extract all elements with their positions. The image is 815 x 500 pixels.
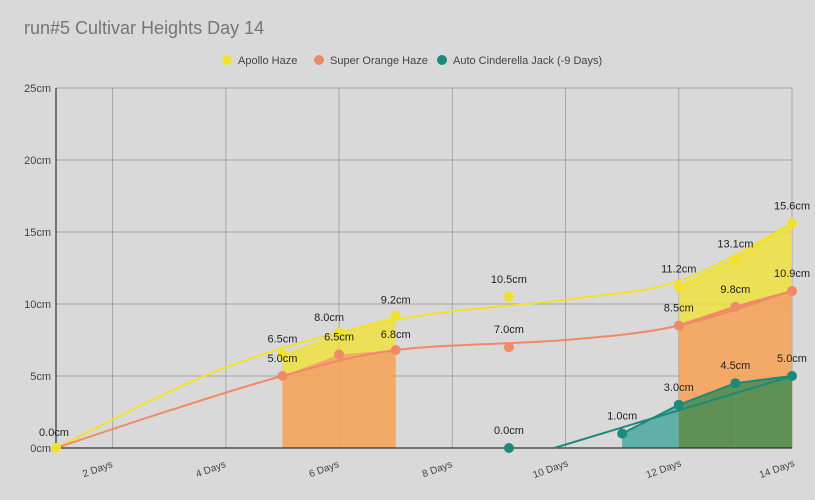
axes	[55, 88, 792, 449]
area-fill	[339, 350, 396, 448]
data-label-super-orange-haze: 10.9cm	[774, 268, 810, 280]
data-point-auto-cinderella-jack-9-days	[787, 371, 797, 381]
data-labels: 0.0cm 6.5cm 8.0cm 9.2cm 10.5cm 11.2cm 13.1cm 15…	[39, 200, 810, 439]
x-tick-label: 4 Days	[194, 459, 227, 480]
x-tick-label: 2 Days	[81, 459, 114, 480]
x-tick-label: 14 Days	[758, 458, 796, 481]
data-label-apollo-haze: 0.0cm	[39, 427, 69, 439]
area-fill	[735, 376, 792, 448]
data-label-super-orange-haze: 6.5cm	[324, 331, 354, 343]
legend-label-super-orange-haze: Super Orange Haze	[330, 55, 428, 67]
data-point-super-orange-haze	[334, 349, 345, 360]
data-point-super-orange-haze	[390, 345, 401, 356]
data-label-super-orange-haze: 6.8cm	[381, 329, 411, 341]
data-point-super-orange-haze	[730, 301, 741, 312]
chart-title: run#5 Cultivar Heights Day 14	[24, 18, 265, 38]
data-label-apollo-haze: 13.1cm	[717, 238, 753, 250]
data-label-auto-cinderella-jack-9-days: 0.0cm	[494, 425, 524, 437]
data-point-apollo-haze	[787, 218, 797, 229]
data-point-auto-cinderella-jack-9-days	[617, 428, 628, 439]
data-label-auto-cinderella-jack-9-days: 4.5cm	[720, 360, 750, 372]
y-tick-label: 5cm	[30, 371, 51, 383]
legend-label-auto-cinderella-jack-9-days: Auto Cinderella Jack (-9 Days)	[453, 55, 602, 67]
legend-marker-super-orange-haze	[314, 55, 324, 65]
data-label-apollo-haze: 6.5cm	[267, 333, 297, 345]
data-label-super-orange-haze: 9.8cm	[720, 284, 750, 296]
data-label-super-orange-haze: 8.5cm	[664, 303, 694, 315]
series-segment-auto-cinderella-jack	[621, 375, 793, 435]
y-tick-label: 25cm	[24, 83, 51, 95]
series-line-apollo-haze	[55, 222, 793, 449]
data-label-apollo-haze: 10.5cm	[491, 274, 527, 286]
y-tick-label: 10cm	[24, 299, 51, 311]
x-tick-label: 12 Days	[645, 458, 683, 481]
y-tick-label: 15cm	[24, 227, 51, 239]
x-tick-label: 10 Days	[532, 458, 570, 481]
legend-marker-apollo-haze	[222, 55, 232, 65]
y-tick-label: 0cm	[30, 443, 51, 455]
data-point-auto-cinderella-jack-9-days	[730, 378, 741, 389]
data-point-auto-cinderella-jack-9-days	[503, 443, 514, 453]
x-tick-label: 8 Days	[421, 459, 454, 480]
legend-marker-auto-cinderella-jack-9-days	[437, 55, 447, 65]
data-label-apollo-haze: 11.2cm	[661, 264, 696, 276]
data-point-super-orange-haze	[277, 371, 288, 381]
area-fill	[339, 315, 396, 355]
data-point-apollo-haze	[277, 349, 288, 360]
data-label-auto-cinderella-jack-9-days: 5.0cm	[777, 353, 807, 365]
data-label-super-orange-haze: 5.0cm	[267, 353, 297, 365]
data-point-apollo-haze	[334, 327, 345, 338]
data-point-apollo-haze	[390, 310, 401, 321]
area-fill	[282, 354, 340, 448]
data-point-super-orange-haze	[787, 286, 797, 297]
y-tick-label: 20cm	[24, 155, 51, 167]
data-label-auto-cinderella-jack-9-days: 3.0cm	[664, 382, 694, 394]
legend: Apollo Haze Super Orange Haze Auto Cindere…	[222, 55, 602, 67]
data-point-apollo-haze	[51, 443, 61, 453]
area-fill	[678, 259, 736, 326]
series-line-auto-cinderella-jack	[553, 375, 793, 449]
x-tick-label: 6 Days	[308, 459, 341, 480]
data-label-apollo-haze: 15.6cm	[774, 200, 810, 212]
data-point-super-orange-haze	[673, 320, 684, 331]
data-point-apollo-haze	[673, 281, 684, 292]
area-fills	[282, 223, 792, 448]
area-fill	[282, 332, 340, 376]
data-point-apollo-haze	[503, 291, 514, 302]
data-points	[51, 218, 797, 453]
data-point-auto-cinderella-jack-9-days	[673, 399, 684, 410]
data-label-auto-cinderella-jack-9-days: 1.0cm	[607, 411, 637, 423]
area-fill	[735, 223, 792, 307]
legend-label-apollo-haze: Apollo Haze	[238, 55, 297, 67]
data-point-apollo-haze	[730, 254, 741, 265]
data-label-apollo-haze: 8.0cm	[314, 312, 344, 324]
data-label-apollo-haze: 9.2cm	[381, 295, 411, 307]
data-point-super-orange-haze	[503, 342, 514, 353]
data-label-super-orange-haze: 7.0cm	[494, 324, 524, 336]
